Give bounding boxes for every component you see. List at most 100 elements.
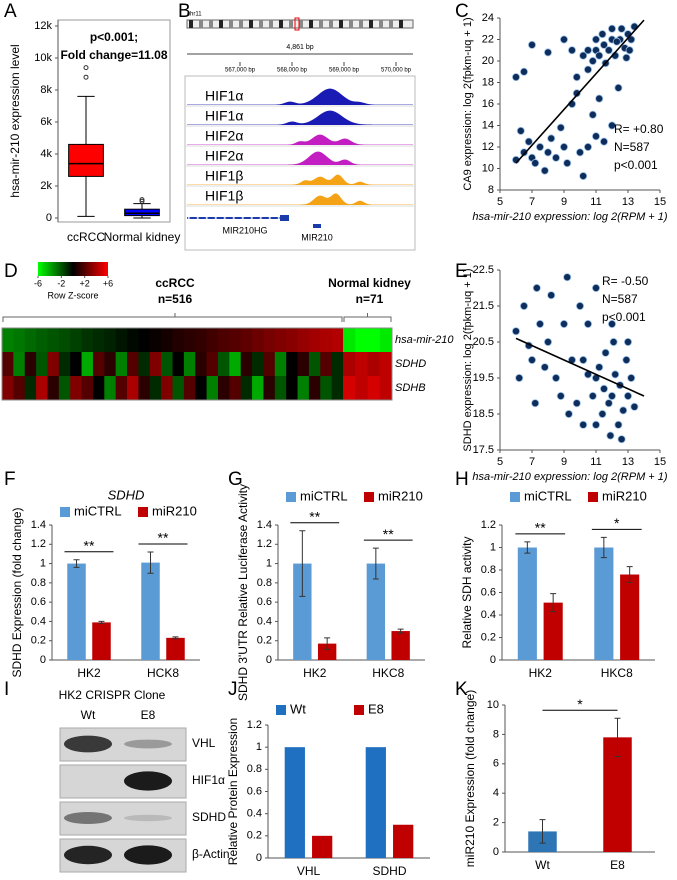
heat-cell <box>47 376 60 400</box>
heat-cell <box>127 328 139 352</box>
point <box>579 355 588 364</box>
lane-label: E8 <box>141 708 156 722</box>
legend-swatch <box>510 492 520 502</box>
x-tick-label: HKC8 <box>372 666 404 680</box>
heat-cell <box>127 352 139 376</box>
heat-cell <box>379 376 393 400</box>
point <box>584 65 593 74</box>
point <box>528 355 537 364</box>
heat-cell <box>240 328 253 352</box>
point <box>579 51 588 60</box>
legend-swatch <box>276 705 286 715</box>
point <box>531 159 540 168</box>
point <box>622 355 631 364</box>
point <box>588 57 597 66</box>
y-tick-label: 1.2 <box>31 538 46 550</box>
y-tick-label: 10 <box>482 162 494 174</box>
ideogram-band <box>219 20 223 28</box>
heat-cell <box>92 376 105 400</box>
point <box>584 319 593 328</box>
y-tick-label: 12 <box>482 141 494 153</box>
x-tick-label: HK2 <box>77 666 101 680</box>
heat-cell <box>331 376 344 400</box>
annotation: Fold change=11.08 <box>60 48 167 62</box>
legend-label: miR210 <box>602 488 647 503</box>
heat-cell <box>206 352 219 376</box>
point <box>515 373 524 382</box>
heat-cell <box>320 352 333 376</box>
row-label: SDHD <box>395 358 426 370</box>
heat-cell <box>36 376 48 400</box>
x-axis-label: hsa-mir-210 expression: log 2(RPM + 1) <box>472 211 667 223</box>
point <box>560 142 569 151</box>
group-bracket <box>2 313 343 322</box>
y-tick-label: 0.6 <box>31 596 46 608</box>
coord-label: 568,000 bp <box>277 68 308 74</box>
point <box>595 51 604 60</box>
heat-cell <box>2 352 14 376</box>
bar <box>594 547 614 660</box>
error-bar <box>626 566 633 583</box>
point <box>604 46 613 55</box>
heat-cell <box>172 376 185 400</box>
bar <box>393 824 414 858</box>
x-tick-label: Wt <box>535 858 550 872</box>
heat-cell <box>229 352 242 376</box>
gene-arrow <box>223 215 228 221</box>
gene-arrow <box>250 215 255 221</box>
heat-cell <box>367 352 381 376</box>
heat-cell <box>195 352 207 376</box>
heat-cell <box>24 376 37 400</box>
ideogram-band <box>189 20 193 28</box>
heat-cell <box>355 376 368 400</box>
fit-line <box>515 19 645 164</box>
legend-label: E8 <box>368 701 384 716</box>
heat-cell <box>297 376 310 400</box>
heat-cell <box>81 328 94 352</box>
point <box>608 391 617 400</box>
heatmap-frame <box>1 327 393 401</box>
heat-cell <box>104 376 117 400</box>
bar <box>166 637 185 660</box>
heat-cell <box>320 376 333 400</box>
y-tick-label: 8 <box>493 728 499 740</box>
point <box>600 40 609 49</box>
track-name: HIF1β <box>205 188 243 204</box>
heat-cell <box>379 352 393 376</box>
heat-cell <box>320 328 333 352</box>
panel-letter: A <box>4 1 17 22</box>
stat-label: N=587 <box>602 292 638 306</box>
y-tick-label: 0.2 <box>247 830 262 842</box>
row-label: HIF1α <box>192 773 225 787</box>
panel-letter: G <box>228 469 243 490</box>
ideogram-band <box>319 20 323 28</box>
heat-cell <box>343 328 356 352</box>
error-bar <box>524 541 531 554</box>
y-tick-label: 1 <box>40 557 46 569</box>
heat-cell <box>161 328 173 352</box>
bar <box>366 563 386 660</box>
heat-cell <box>217 328 230 352</box>
point <box>627 373 636 382</box>
point <box>617 435 626 444</box>
group-n: n=516 <box>158 292 193 306</box>
point <box>540 166 549 175</box>
x-tick-label: 13 <box>622 456 634 468</box>
legend-label: Wt <box>290 701 306 716</box>
stat-label: R= +0.80 <box>614 122 664 136</box>
x-tick-label: 15 <box>654 456 666 468</box>
point <box>608 24 617 33</box>
ideogram-band <box>299 20 303 28</box>
group-bracket <box>343 313 392 322</box>
point <box>544 148 553 157</box>
heat-cell <box>331 328 344 352</box>
point <box>606 431 615 440</box>
y-tick-label: 0 <box>493 846 499 858</box>
point <box>520 148 529 157</box>
point <box>592 283 601 292</box>
y-tick-label: 8k <box>40 84 52 96</box>
track-name: HIF1β <box>205 168 243 184</box>
x-tick-label: 5 <box>497 196 503 208</box>
y-tick-label: 18.5 <box>473 408 494 420</box>
